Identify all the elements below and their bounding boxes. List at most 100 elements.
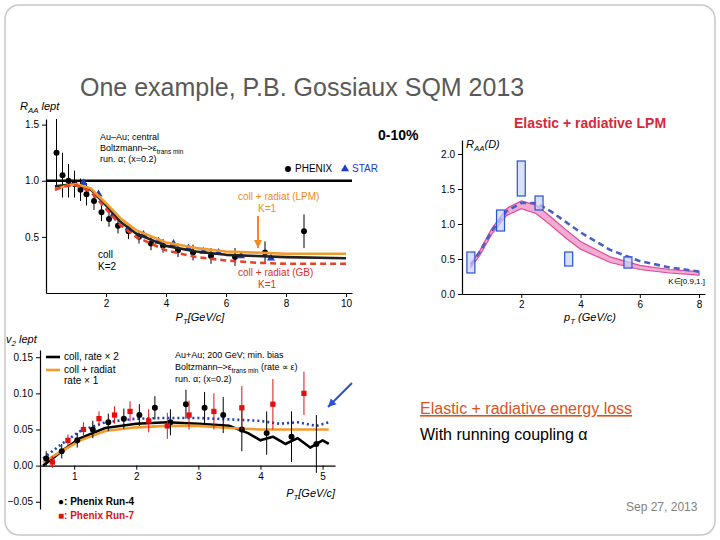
text-part: [GeV/c] [187, 311, 226, 323]
legend-label: rate × 1 [64, 375, 99, 386]
marker [81, 427, 86, 432]
caption: Elastic + radiative energy loss [420, 400, 632, 417]
line [43, 422, 329, 465]
legend-item: ■: Phenix Run-7 [58, 510, 134, 521]
marker [220, 412, 226, 418]
box-marker [517, 161, 525, 196]
tick-label: 6 [224, 298, 230, 309]
x-axis-title: PT[GeV/c] [176, 311, 226, 326]
tick: 0.5 [25, 232, 46, 243]
tick: 2.0 [441, 149, 462, 160]
annotation: K=1 [258, 279, 277, 290]
tick-mark [346, 293, 347, 297]
marker [313, 441, 319, 447]
tick: 0.05 [14, 424, 40, 435]
tick: 0.5 [441, 254, 462, 265]
slide-title: One example, P.B. Gossiaux SQM 2013 [80, 73, 524, 101]
legend-label: coll + radiat [64, 364, 116, 375]
legend-swatch [46, 356, 60, 359]
marker [65, 438, 70, 443]
line [471, 203, 699, 272]
tick-mark [458, 154, 462, 155]
legend: coll, rate × 2 coll + radiatrate × 1 ●: Ph… [46, 351, 134, 521]
annotation: run. α; (x=0.2) [175, 374, 231, 384]
marker [105, 419, 111, 425]
axis-line [46, 120, 47, 294]
text-part: AA [27, 106, 39, 115]
legend-item: STAR [341, 163, 378, 174]
marker [121, 416, 127, 422]
tick-label: 1.5 [25, 119, 39, 130]
tick-mark [136, 466, 137, 470]
tick-label: 3 [196, 471, 202, 482]
x-axis: 2468 [463, 294, 706, 310]
axis-line [41, 466, 336, 467]
text-part: trans min [232, 367, 259, 374]
tick-label: 1.0 [441, 219, 455, 230]
line [43, 426, 329, 462]
tick: 5 [320, 466, 326, 482]
arrow-head [254, 240, 262, 248]
tick-mark [106, 293, 107, 297]
marker [211, 409, 216, 414]
plot-data [46, 119, 352, 266]
marker [50, 459, 55, 464]
tick: 2 [104, 293, 110, 309]
legend-item: coll + radiatrate × 1 [46, 364, 116, 386]
box-marker [624, 257, 632, 268]
tick-mark [36, 357, 40, 358]
text-part: lept [39, 100, 61, 112]
tick: 0.10 [14, 388, 40, 399]
annotation: coll + radiat (GB) [238, 267, 313, 278]
reference-line [46, 179, 352, 182]
tick-label: 0.05 [14, 424, 34, 435]
legend-label: ■: Phenix Run-7 [58, 510, 134, 521]
annotation: Au+Au; 200 GeV; min. bias [175, 350, 284, 360]
x-axis-title: PT[GeV/c] [286, 487, 336, 502]
tick: 6 [224, 293, 230, 309]
tick-mark [74, 466, 75, 470]
tick-label: 8 [697, 299, 703, 310]
y-axis: 0.00.51.01.52.0 [441, 141, 462, 300]
y-axis: −0.050.000.050.100.15 [8, 351, 41, 510]
axis-line [462, 141, 463, 295]
tick: 6 [638, 294, 644, 310]
text-part: R [20, 100, 28, 112]
text-part: p [563, 311, 570, 323]
legend-item: coll, rate × 2 [46, 351, 119, 362]
legend-item: ●: Phenix Run-4 [58, 496, 134, 507]
annotation: run. α; (x=0.2) [100, 154, 156, 164]
marker [91, 198, 97, 204]
text-part: (rate ∝ ε) [258, 362, 297, 372]
tick: 3 [196, 466, 202, 482]
tick-label: 2 [519, 299, 525, 310]
tick-mark [699, 294, 700, 298]
tick-mark [36, 393, 40, 394]
text-part: lept [16, 333, 38, 345]
tick-mark [458, 224, 462, 225]
tick-mark [521, 294, 522, 298]
tick-label: 2.0 [441, 149, 455, 160]
annotation: Boltzmann–>εtrans min (rate ∝ ε) [175, 362, 297, 374]
caption: With running coupling α [420, 426, 588, 443]
legend-label: coll, rate × 2 [64, 351, 119, 362]
x-axis: 246810 [47, 293, 353, 309]
marker [66, 178, 72, 184]
legend-label: PHENIX [295, 163, 333, 174]
y-axis: 0.51.01.5 [25, 119, 46, 293]
tick-mark [581, 294, 582, 298]
line [55, 184, 346, 258]
tick-label: 4 [258, 471, 264, 482]
axis-line [47, 293, 353, 294]
line [43, 418, 329, 458]
text-part: [GeV/c] [297, 487, 336, 499]
tick-mark [42, 181, 46, 182]
tick-label: 0.15 [14, 352, 34, 363]
marker [165, 423, 170, 428]
tick-label: 2 [134, 471, 140, 482]
arrow-head [328, 399, 336, 407]
chart-title: Elastic + radiative LPM [514, 115, 666, 131]
text-part: (GeV/c) [575, 311, 616, 323]
tick-label: 2 [104, 298, 110, 309]
legend: PHENIX STAR [285, 163, 378, 174]
